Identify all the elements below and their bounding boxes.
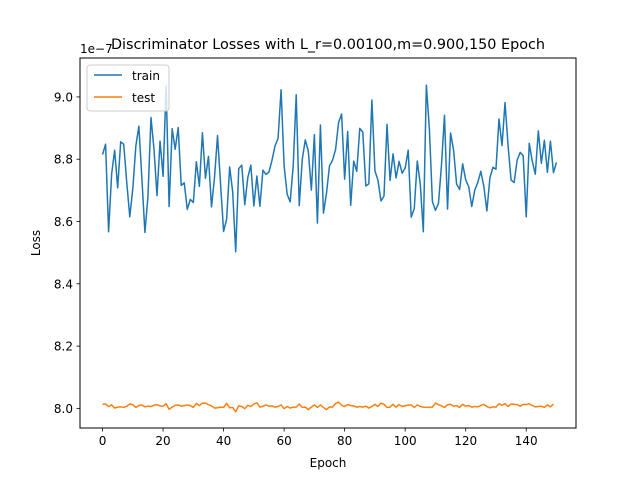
series-layer [101,84,558,413]
x-tick-label: 140 [515,434,538,448]
x-tick-label: 100 [394,434,417,448]
x-axis: 0 20 40 60 80 100 120 140 [99,428,538,448]
y-axis: 8.0 8.2 8.4 8.6 8.8 9.0 [54,90,80,416]
y-offset-label: 1e−7 [80,42,113,56]
plot-frame [79,57,577,429]
series-line-test [102,401,554,413]
x-tick-label: 0 [99,434,107,448]
x-tick-label: 40 [216,434,231,448]
x-axis-label: Epoch [310,456,347,470]
y-tick-label: 8.2 [54,340,73,354]
y-tick-label: 8.0 [54,402,73,416]
y-tick-label: 8.8 [54,153,73,167]
y-axis-label: Loss [29,230,43,256]
series-line-train [101,84,558,253]
x-tick-label: 120 [454,434,477,448]
chart-title: Discriminator Losses with L_r=0.00100,m=… [111,37,545,53]
legend-box [86,64,170,112]
x-tick-label: 80 [337,434,352,448]
y-tick-label: 9.0 [54,90,73,104]
y-tick-label: 8.6 [54,215,73,229]
legend-test-label: test [132,91,155,105]
x-tick-label: 20 [155,434,170,448]
y-tick-label: 8.4 [54,277,73,291]
legend: train test [86,64,170,112]
legend-train-label: train [132,69,160,83]
x-tick-label: 60 [276,434,291,448]
